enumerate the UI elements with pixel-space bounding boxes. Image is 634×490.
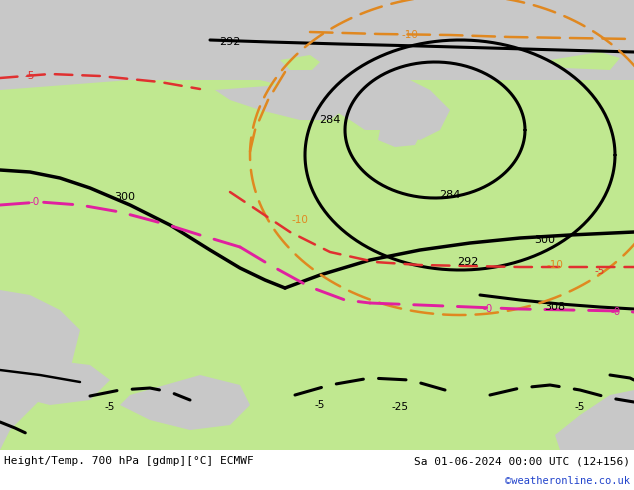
Text: -0: -0 [30, 197, 40, 207]
Polygon shape [555, 390, 634, 450]
Text: -10: -10 [292, 215, 308, 225]
Bar [0, 0, 634, 80]
Text: 292: 292 [457, 257, 479, 267]
Polygon shape [0, 50, 450, 140]
Polygon shape [280, 55, 320, 70]
Text: 300: 300 [534, 235, 555, 245]
Polygon shape [215, 80, 350, 120]
Text: -10: -10 [547, 260, 564, 270]
Text: 308: 308 [545, 302, 566, 312]
Polygon shape [348, 85, 410, 130]
Text: -0: -0 [483, 304, 493, 314]
Text: -5: -5 [25, 71, 36, 81]
Text: -25: -25 [392, 402, 408, 412]
Text: 300: 300 [115, 192, 136, 202]
Polygon shape [0, 290, 80, 450]
Text: -5: -5 [575, 402, 585, 412]
Text: -5: -5 [595, 266, 605, 276]
Text: 284: 284 [439, 190, 461, 200]
Text: Sa 01-06-2024 00:00 UTC (12+156): Sa 01-06-2024 00:00 UTC (12+156) [414, 456, 630, 466]
Text: ©weatheronline.co.uk: ©weatheronline.co.uk [505, 476, 630, 486]
Text: -0: -0 [611, 307, 621, 317]
Polygon shape [120, 375, 250, 430]
Polygon shape [550, 52, 620, 70]
Text: -5: -5 [105, 402, 115, 412]
Text: 284: 284 [320, 115, 340, 125]
Polygon shape [378, 125, 420, 147]
Text: -10: -10 [401, 30, 418, 40]
Text: -5: -5 [315, 400, 325, 410]
Polygon shape [0, 360, 110, 405]
Text: 292: 292 [219, 37, 241, 47]
Text: Height/Temp. 700 hPa [gdmp][°C] ECMWF: Height/Temp. 700 hPa [gdmp][°C] ECMWF [4, 456, 254, 466]
